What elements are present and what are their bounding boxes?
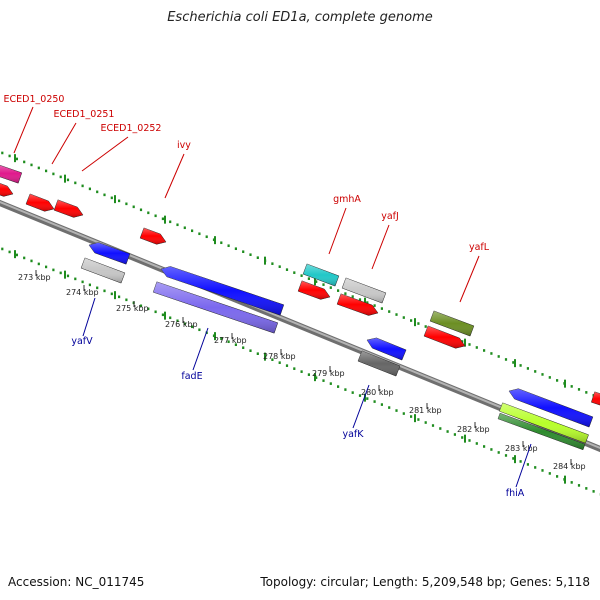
label-eced1-0252: ECED1_0252 [101, 123, 162, 134]
label-yafV-leader [82, 297, 96, 337]
label-yafL-leader [459, 255, 480, 303]
scale-label: 279 kbp [312, 369, 345, 378]
label-fhiA: fhiA [506, 488, 525, 499]
gene-fadE-shade [161, 266, 284, 316]
gene-fhiA-shade [509, 388, 593, 428]
bottom-tick-track [1, 247, 600, 496]
scale-label: 284 kbp [553, 462, 586, 471]
genome-stats-text: Topology: circular; Length: 5,209,548 bp… [260, 575, 590, 589]
accession-text: Accession: NC_011745 [8, 575, 145, 589]
label-ivy-leader [164, 153, 185, 199]
label-fhiA-leader [515, 443, 532, 488]
scale-label: 273 kbp [18, 273, 51, 282]
scale-label: 282 kbp [457, 425, 490, 434]
label-gmhA-leader [328, 207, 347, 255]
label-yafL: yafL [469, 242, 490, 253]
scale-label: 276 kbp [165, 320, 198, 329]
label-yafV: yafV [71, 336, 93, 347]
label-ivy: ivy [177, 140, 191, 151]
scale-label: 277 kbp [214, 336, 247, 345]
label-yafK: yafK [342, 429, 364, 440]
gene-gmhA-shade [303, 263, 339, 287]
gene-yafK-shade [367, 337, 407, 361]
gene-eced1-0251-shade [26, 193, 54, 212]
label-eced1-0252-leader [81, 136, 129, 172]
gene-fhiA-product-a-shade [499, 402, 589, 444]
gene-red-e-shade [591, 391, 600, 406]
top-tick-track [1, 151, 600, 400]
gene-eced1-0252-shade [54, 199, 83, 218]
label-fadE: fadE [181, 371, 202, 382]
label-yafJ-leader [371, 224, 390, 270]
scale-label: 281 kbp [409, 406, 442, 415]
label-eced1-0250-leader [13, 106, 34, 154]
gene-eced1-0250-shade [0, 165, 22, 184]
scale-label: 283 kbp [505, 444, 538, 453]
scale-label: 280 kbp [361, 388, 394, 397]
gene-red-c-shade [337, 293, 378, 316]
gene-ivy-shade [140, 227, 166, 245]
map-title: Escherichia coli ED1a, complete genome [167, 10, 433, 25]
label-eced1-0250: ECED1_0250 [4, 94, 65, 105]
scale-label: 275 kbp [116, 304, 149, 313]
gene-grey-a-shade [81, 257, 125, 284]
gene-fhiA-product-b-shade [498, 413, 585, 450]
label-yafK-leader [352, 384, 370, 429]
feature-layer [0, 164, 600, 451]
gene-grey-b-shade [358, 350, 400, 377]
gene-yafJ-shade [342, 277, 386, 304]
label-eced1-0251-leader [51, 122, 77, 165]
tick-layer [1, 151, 600, 496]
gene-fadE-product-shade [153, 281, 278, 334]
label-gmhA: gmhA [333, 194, 361, 205]
scale-label: 278 kbp [263, 352, 296, 361]
label-yafJ: yafJ [381, 211, 399, 222]
gene-red-b-shade [298, 280, 330, 300]
gene-red-d-shade [424, 325, 465, 349]
gene-red-a-shade [0, 183, 13, 197]
gene-yafV-shade [89, 242, 130, 265]
scale-label: 274 kbp [66, 288, 99, 297]
label-eced1-0251: ECED1_0251 [54, 109, 115, 120]
gene-yafL-shade [430, 310, 474, 337]
label-fadE-leader [192, 327, 209, 371]
label-layer: 273 kbp 274 kbp 275 kbp 276 kbp 277 kbp 278 k… [4, 94, 586, 499]
